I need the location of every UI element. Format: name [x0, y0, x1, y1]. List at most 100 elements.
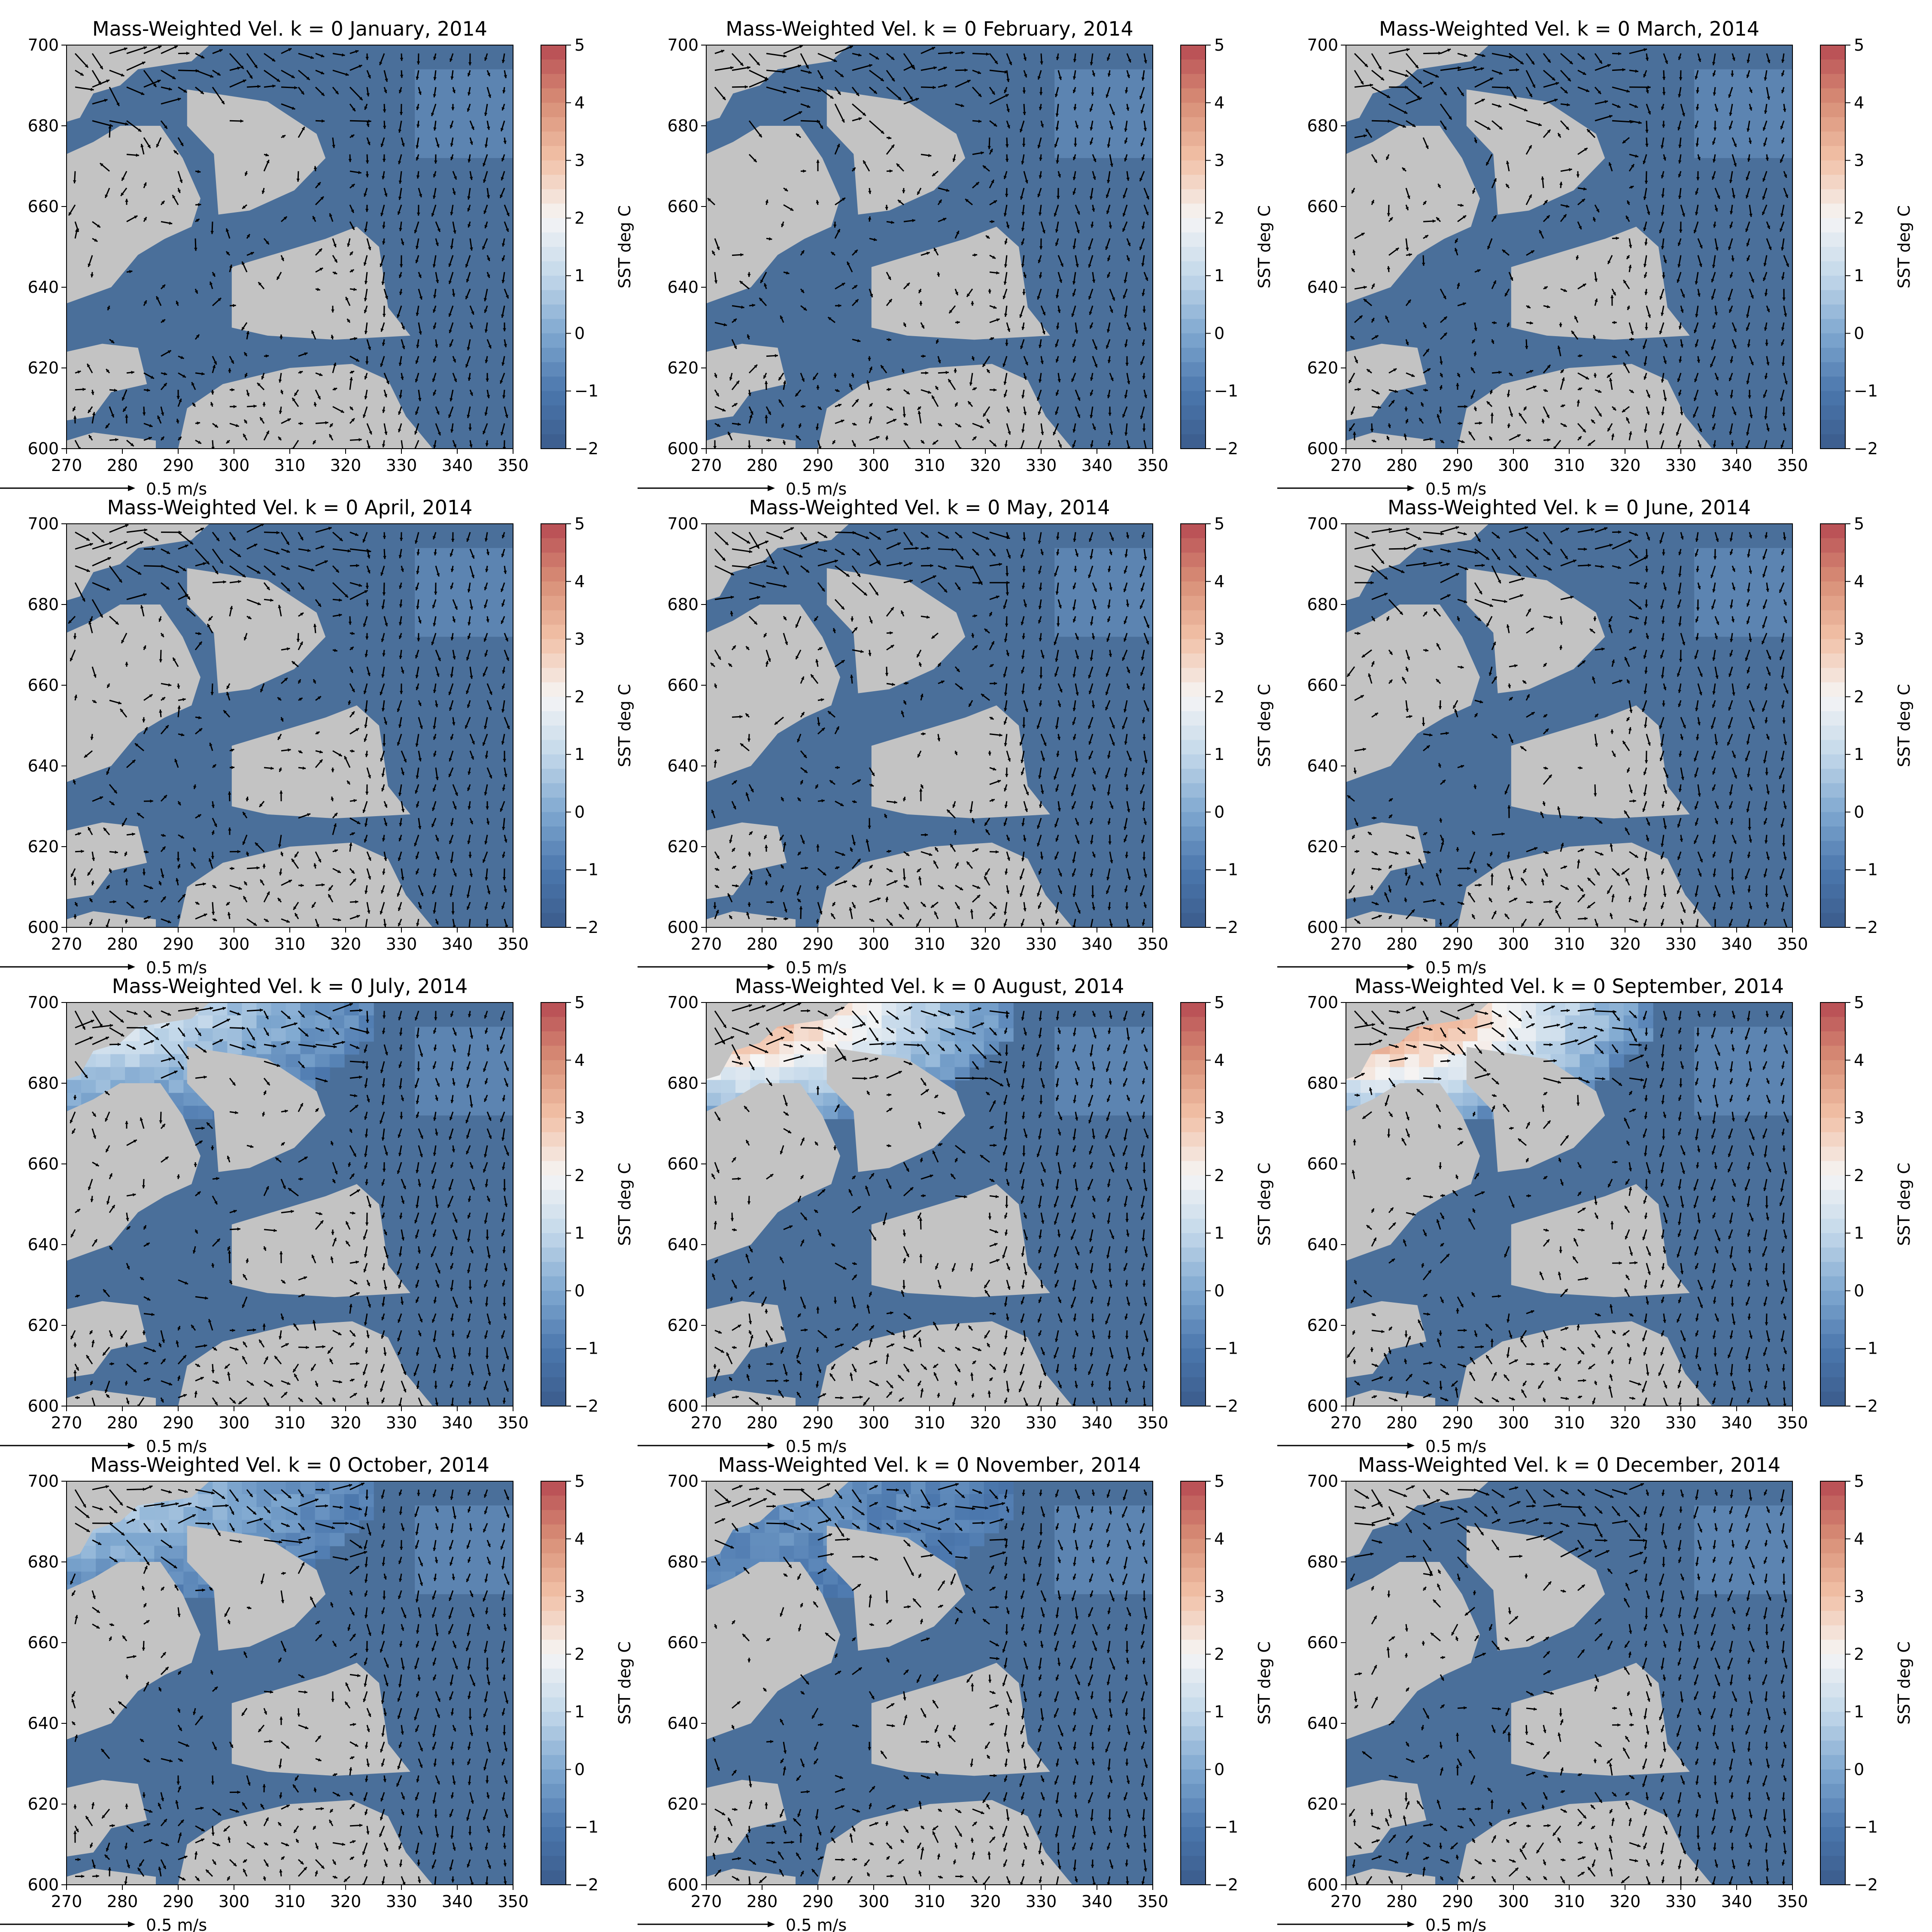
quiver-arrow-head — [504, 75, 507, 79]
quiver-arrow-head — [1139, 96, 1143, 100]
quiver-arrow-head — [1025, 180, 1028, 184]
quiver-arrow-head — [980, 425, 984, 428]
quiver-arrow-head — [1108, 413, 1112, 416]
quiver-arrow-head — [820, 125, 823, 129]
colorbar-segment — [541, 377, 566, 392]
quiver-arrow-head — [319, 248, 322, 252]
quiver-arrow-head — [433, 57, 437, 60]
quiver-arrow-head — [1093, 426, 1096, 430]
colorbar-segment — [1181, 391, 1206, 406]
quiver-arrow-head — [148, 437, 152, 440]
quiver-arrow-head — [243, 79, 246, 83]
quiver-arrow-head — [176, 396, 180, 399]
quiver-arrow-head — [782, 441, 786, 445]
quiver-arrow-head — [1443, 316, 1447, 320]
quiver-arrow — [1371, 86, 1391, 99]
quiver-key-head — [768, 485, 775, 491]
quiver-arrow-head — [978, 93, 981, 97]
quiver-arrow-head — [1021, 429, 1025, 433]
quiver-arrow-head — [1143, 128, 1147, 131]
quiver-arrow-head — [1139, 178, 1143, 182]
quiver-arrow-head — [722, 408, 726, 412]
colorbar-frame — [541, 45, 566, 449]
quiver-arrow-head — [261, 190, 265, 194]
quiver-arrow-head — [1124, 432, 1128, 436]
quiver-arrow-head — [876, 436, 880, 439]
colorbar-segment — [541, 538, 566, 553]
quiver-arrow-head — [1142, 342, 1145, 346]
y-tick-label: 660 — [27, 197, 59, 216]
quiver-arrow-head — [1507, 86, 1510, 89]
quiver-arrow-head — [1055, 113, 1059, 117]
quiver-arrow-head — [211, 391, 214, 395]
quiver-arrow-head — [503, 328, 506, 331]
quiver-arrow-head — [345, 73, 349, 76]
colorbar-segment — [1820, 175, 1845, 190]
quiver-arrow-head — [1405, 73, 1409, 77]
quiver-arrow-head — [1145, 277, 1148, 281]
quiver-arrow-head — [401, 143, 405, 147]
colorbar-segment — [1181, 45, 1206, 60]
quiver-arrow-head — [763, 375, 767, 379]
colorbar-segment — [541, 45, 566, 60]
quiver-arrow-head — [418, 274, 422, 278]
quiver-arrow-head — [1005, 144, 1009, 148]
quiver-arrow-head — [505, 295, 509, 299]
colorbar-label: SST deg C — [615, 205, 634, 289]
quiver-arrow-head — [313, 440, 316, 444]
quiver-arrow-head — [1378, 405, 1381, 409]
colorbar-segment — [1181, 117, 1206, 132]
quiver-arrow-head — [313, 166, 317, 170]
quiver-arrow-head — [1358, 388, 1361, 391]
quiver-arrow-head — [795, 393, 799, 397]
quiver-arrow-head — [801, 378, 805, 382]
quiver-arrow-head — [1470, 395, 1474, 399]
colorbar-segment — [541, 304, 566, 319]
quiver-arrow-head — [266, 431, 269, 434]
quiver-arrow-head — [1021, 327, 1025, 330]
colorbar-segment — [1820, 45, 1845, 60]
quiver-arrow-head — [1002, 363, 1006, 367]
quiver-arrow-head — [1493, 178, 1497, 182]
quiver-arrow-head — [150, 375, 154, 379]
quiver-arrow-head — [1124, 279, 1127, 283]
quiver-arrow — [817, 53, 837, 62]
quiver-arrow-head — [1436, 217, 1440, 221]
quiver-arrow-head — [1386, 94, 1390, 98]
quiver-arrow — [783, 64, 802, 71]
quiver-arrow-head — [1405, 247, 1409, 251]
quiver-arrow-head — [1421, 402, 1424, 406]
quiver-arrow-head — [329, 434, 332, 438]
quiver-arrow-head — [218, 298, 222, 301]
colorbar-tick-label: −1 — [574, 860, 598, 879]
colorbar-segment — [541, 218, 566, 233]
quiver-arrow-head — [221, 100, 225, 104]
quiver-arrow-head — [157, 79, 161, 83]
quiver-arrow-head — [1487, 246, 1491, 249]
quiver-arrow-head — [1360, 81, 1364, 85]
quiver-arrow-head — [294, 392, 298, 396]
quiver-arrow-head — [991, 220, 995, 223]
colorbar-segment — [1820, 419, 1845, 435]
colorbar-tick-label: 5 — [1854, 36, 1864, 55]
quiver-arrow — [1474, 77, 1494, 88]
quiver-arrow-head — [469, 444, 473, 448]
colorbar-segment — [541, 625, 566, 640]
quiver-arrow — [1020, 440, 1025, 449]
quiver-arrow-head — [1072, 359, 1076, 363]
quiver-arrow-head — [355, 50, 359, 53]
quiver-arrow-head — [853, 422, 857, 426]
quiver-arrow-head — [300, 422, 303, 425]
quiver-arrow-head — [1352, 190, 1355, 194]
colorbar-segment — [1181, 74, 1206, 89]
quiver-arrow-head — [350, 269, 354, 273]
land-mass — [706, 343, 787, 421]
quiver-arrow-head — [1352, 249, 1356, 253]
quiver-arrow-head — [936, 273, 940, 277]
quiver-arrow-head — [122, 177, 125, 181]
quiver-arrow-head — [816, 160, 820, 163]
quiver-arrow-head — [350, 371, 354, 374]
y-tick-label: 680 — [667, 116, 699, 135]
quiver-arrow-head — [382, 342, 386, 346]
x-tick-label: 290 — [163, 935, 194, 954]
